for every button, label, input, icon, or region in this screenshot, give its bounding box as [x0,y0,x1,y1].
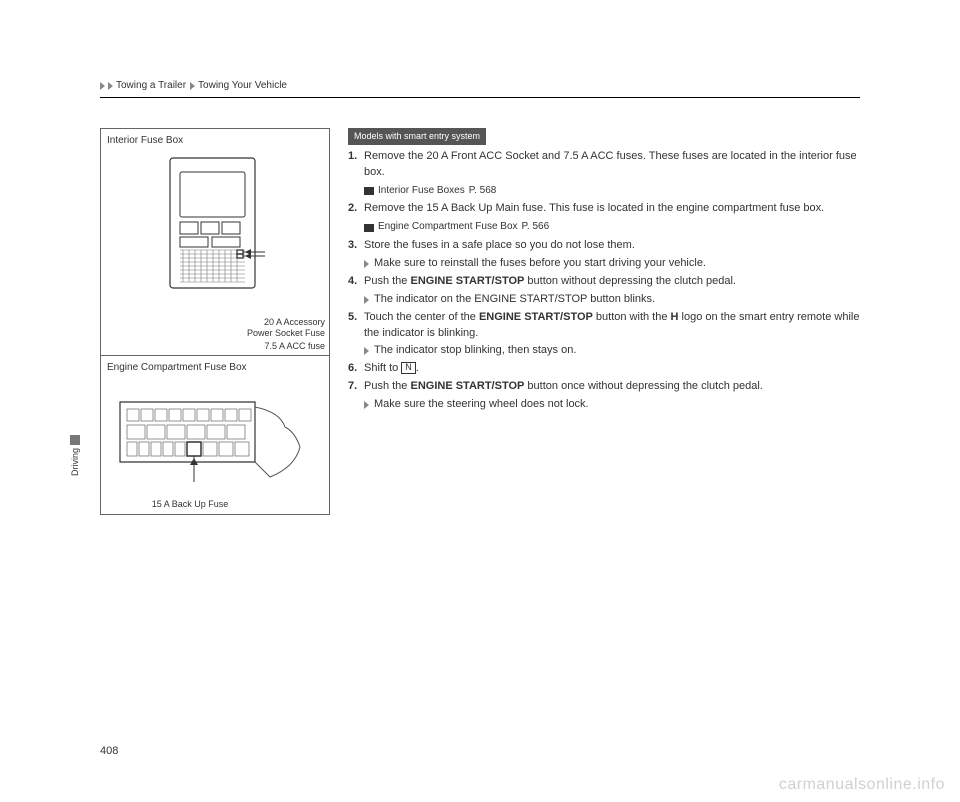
step: 2.Remove the 15 A Back Up Main fuse. Thi… [348,201,860,217]
tab-marker [70,435,80,445]
sub-text: Make sure the steering wheel does not lo… [374,397,589,413]
sub-point: Make sure the steering wheel does not lo… [364,397,860,413]
step: 1.Remove the 20 A Front ACC Socket and 7… [348,149,860,181]
fuse-box-svg [105,150,325,315]
diagram-title: Engine Compartment Fuse Box [107,362,325,373]
ref-page: P. 568 [469,184,497,199]
manual-page: Towing a Trailer Towing Your Vehicle Int… [100,80,860,515]
ref-title: Engine Compartment Fuse Box [378,220,518,235]
breadcrumb-part: Towing Your Vehicle [198,80,287,91]
engine-fuse-svg [105,377,325,497]
triangle-right-icon [364,296,369,304]
step-number: 5. [348,310,364,342]
fuse-label: 15 A Back Up Fuse [105,499,275,510]
side-tab: Driving [70,435,82,495]
step: 7.Push the ENGINE START/STOP button once… [348,379,860,395]
sub-text: Make sure to reinstall the fuses before … [374,256,706,272]
diagram-title: Interior Fuse Box [107,135,325,146]
content-columns: Interior Fuse Box [100,128,860,515]
ref-title: Interior Fuse Boxes [378,184,465,199]
cross-ref: Interior Fuse Boxes P. 568 [364,184,860,199]
step-text: Remove the 15 A Back Up Main fuse. This … [364,201,860,217]
chevron-right-icon [108,82,113,90]
sub-point: The indicator stop blinking, then stays … [364,343,860,359]
step-number: 4. [348,274,364,290]
step-number: 2. [348,201,364,217]
instructions-column: Models with smart entry system 1.Remove … [348,128,860,515]
step-text: Push the ENGINE START/STOP button withou… [364,274,860,290]
step-text: Push the ENGINE START/STOP button once w… [364,379,860,395]
step-number: 1. [348,149,364,181]
steps-list: 1.Remove the 20 A Front ACC Socket and 7… [348,149,860,413]
triangle-right-icon [364,401,369,409]
step-text: Shift to N. [364,361,860,377]
breadcrumb-part: Towing a Trailer [116,80,186,91]
step: 4.Push the ENGINE START/STOP button with… [348,274,860,290]
sub-text: The indicator stop blinking, then stays … [374,343,576,359]
step-text: Remove the 20 A Front ACC Socket and 7.5… [364,149,860,181]
chevron-right-icon [100,82,105,90]
step-text: Touch the center of the ENGINE START/STO… [364,310,860,342]
model-tag: Models with smart entry system [348,128,486,145]
triangle-right-icon [364,347,369,355]
breadcrumb: Towing a Trailer Towing Your Vehicle [100,80,860,98]
step: 5.Touch the center of the ENGINE START/S… [348,310,860,342]
watermark: carmanualsonline.info [779,776,945,794]
step-number: 6. [348,361,364,377]
chevron-right-icon [190,82,195,90]
fuse-label: 7.5 A ACC fuse [105,341,325,352]
ref-page: P. 566 [522,220,550,235]
interior-fuse-diagram: Interior Fuse Box [100,128,330,356]
step-number: 7. [348,379,364,395]
engine-fuse-diagram: Engine Compartment Fuse Box [100,356,330,515]
diagrams-column: Interior Fuse Box [100,128,330,515]
fuse-label: 20 A Accessory Power Socket Fuse [105,317,325,339]
sub-text: The indicator on the ENGINE START/STOP b… [374,292,655,308]
step-text: Store the fuses in a safe place so you d… [364,238,860,254]
tab-label: Driving [70,448,80,476]
step: 6.Shift to N. [348,361,860,377]
book-icon [364,224,374,232]
sub-point: Make sure to reinstall the fuses before … [364,256,860,272]
page-number: 408 [100,745,118,757]
triangle-right-icon [364,260,369,268]
step: 3.Store the fuses in a safe place so you… [348,238,860,254]
sub-point: The indicator on the ENGINE START/STOP b… [364,292,860,308]
cross-ref: Engine Compartment Fuse Box P. 566 [364,220,860,235]
step-number: 3. [348,238,364,254]
book-icon [364,187,374,195]
